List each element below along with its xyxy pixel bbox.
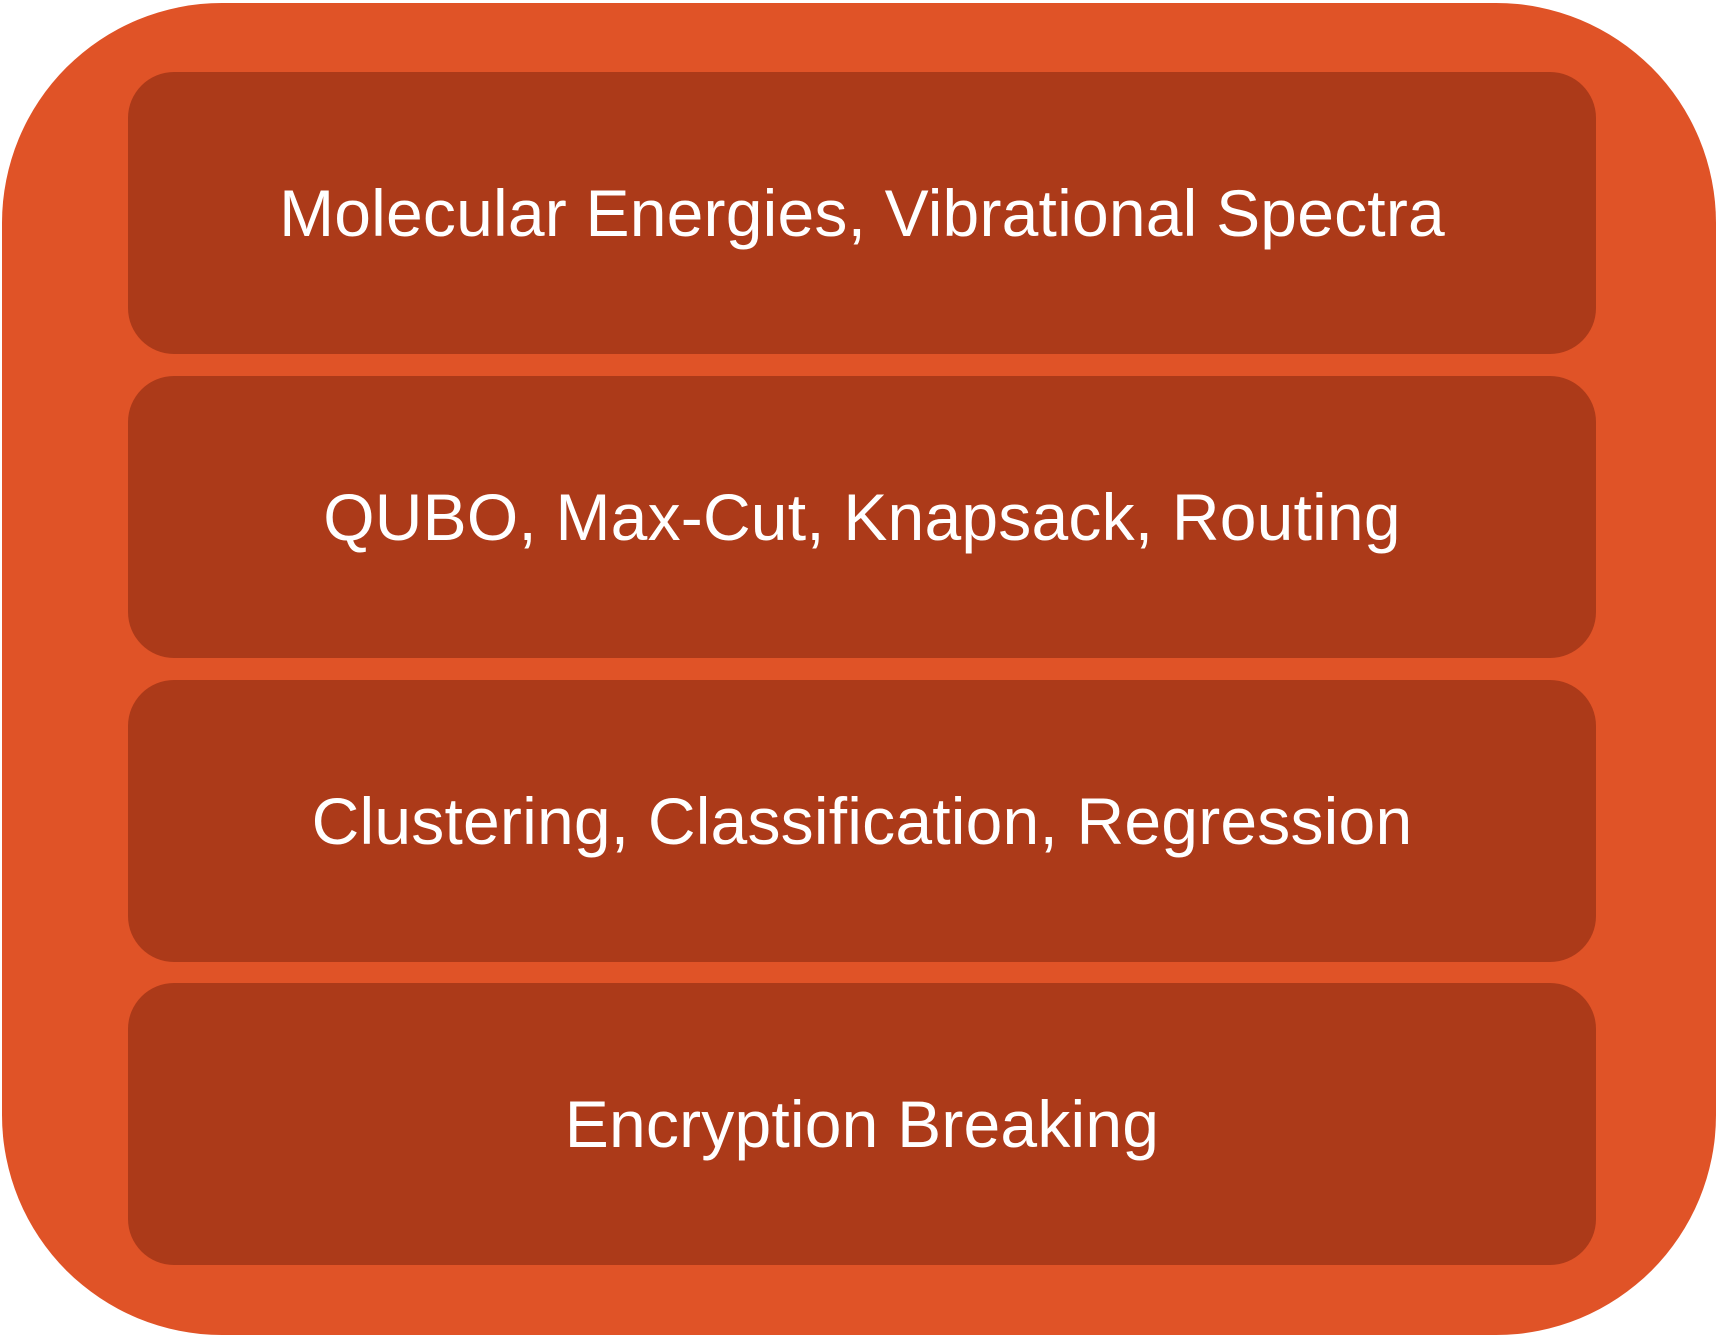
layer-box-encryption: Encryption Breaking (128, 983, 1596, 1265)
layer-box-optimization: QUBO, Max-Cut, Knapsack, Routing (128, 376, 1596, 658)
layer-box-molecular: Molecular Energies, Vibrational Spectra (128, 72, 1596, 354)
layer-label: Molecular Energies, Vibrational Spectra (279, 176, 1445, 250)
outer-panel: Molecular Energies, Vibrational Spectra … (2, 3, 1716, 1335)
layer-label: Encryption Breaking (564, 1087, 1160, 1161)
layer-box-machine-learning: Clustering, Classification, Regression (128, 680, 1596, 962)
layer-label: QUBO, Max-Cut, Knapsack, Routing (323, 480, 1401, 554)
layer-label: Clustering, Classification, Regression (311, 784, 1413, 858)
